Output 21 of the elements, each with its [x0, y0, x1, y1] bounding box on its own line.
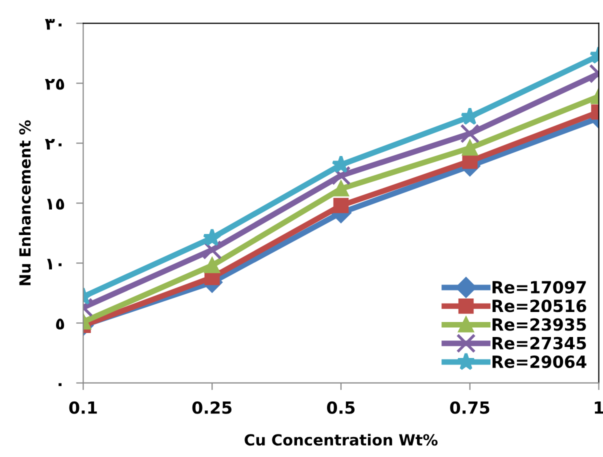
y-tick-label: ١٥	[47, 198, 64, 210]
point	[333, 198, 349, 214]
y-tick-label: ١٠	[47, 258, 62, 270]
x-tick-label: 1	[594, 402, 603, 414]
legend-label: Re=20516	[492, 300, 586, 312]
y-axis-title: Nu Enhancement %	[18, 120, 31, 286]
x-tick-label: 0.1	[69, 401, 97, 414]
y-tick-label: ٢٠	[45, 138, 62, 150]
x-tick-label: 0.5	[327, 401, 355, 414]
y-tick-label: ٥	[56, 318, 64, 330]
x-axis-title: Cu Concentration Wt%	[244, 434, 438, 446]
y-tick-label: ٢٥	[45, 78, 64, 90]
x-tick-label: 0.25	[192, 401, 232, 414]
y-tick-label: ٣٠	[45, 19, 62, 30]
legend-label: Re=23935	[492, 318, 586, 331]
y-tick-label: ٠	[58, 383, 62, 386]
point	[333, 181, 349, 196]
legend-label: Re=29064	[492, 355, 586, 368]
legend-label: Re=17097	[492, 280, 586, 294]
x-tick-label: 0.75	[450, 401, 490, 414]
legend-label: Re=27345	[492, 336, 586, 350]
